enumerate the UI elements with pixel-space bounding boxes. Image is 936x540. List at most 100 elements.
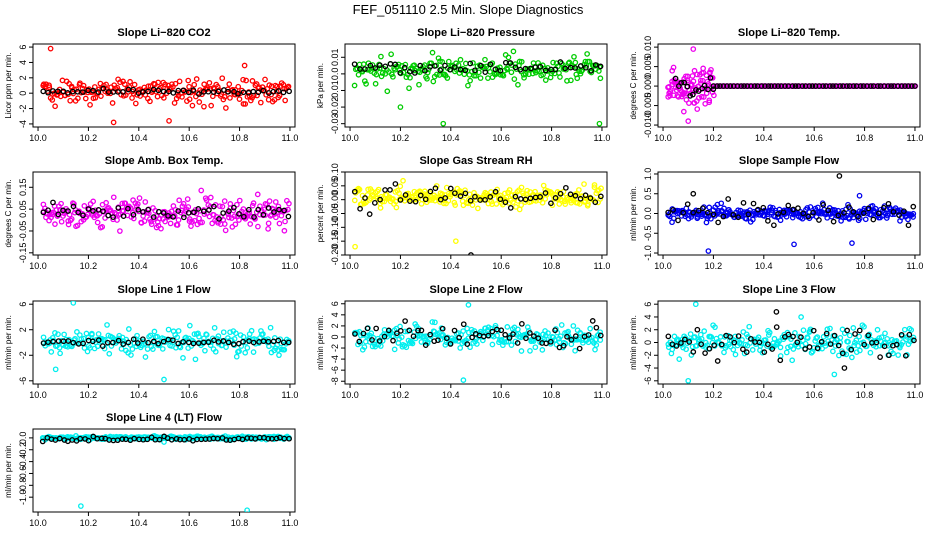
data-point [682,336,688,343]
x-tick-label: 10.8 [543,390,561,400]
data-point [542,190,549,196]
y-tick-label: 6 [330,301,340,306]
data-point [537,194,543,200]
data-point [698,93,705,100]
data-point [910,334,917,341]
data-point [422,196,429,203]
data-point [401,64,408,71]
outlier-point [241,62,248,69]
data-point [597,193,604,200]
outlier-point [831,371,838,378]
data-points [352,302,604,383]
data-point [206,79,213,86]
data-point [377,205,384,211]
data-point [832,343,839,349]
data-point [775,211,781,217]
data-point [369,337,375,343]
data-point [770,222,777,229]
x-tick-label: 10.8 [856,133,874,143]
data-point [135,206,142,213]
data-point [846,332,853,339]
data-point [585,201,591,208]
data-point [689,73,696,79]
data-point [814,334,821,340]
data-point [184,196,191,202]
x-tick-label: 10.0 [654,261,672,271]
data-point [409,340,416,347]
data-point [487,194,494,200]
data-point [542,67,549,74]
data-point [360,330,367,337]
data-point [351,188,358,195]
outlier-point [692,301,699,308]
data-point [406,327,413,334]
panel-title: Slope Line 2 Flow [430,284,523,296]
data-point [820,83,826,89]
data-point [378,53,384,60]
x-tick-label: 10.6 [492,133,510,143]
data-point [818,338,825,345]
data-point [489,341,496,348]
data-point [690,209,697,216]
data-point [684,201,691,208]
data-point [89,338,96,345]
data-point [789,214,796,221]
data-point [100,208,106,215]
data-point [539,347,546,353]
x-tick-label: 10.0 [341,261,359,271]
data-point [751,83,758,89]
outlier-point [690,46,697,52]
data-point [203,197,210,203]
data-point [693,87,699,93]
y-tick-label: -0.03 [330,113,340,134]
x-tick-label: 10.6 [180,390,198,400]
data-point [743,215,750,222]
data-point [532,344,539,351]
data-point [281,207,287,214]
data-point [267,324,274,331]
data-point [243,77,249,84]
data-point [857,347,863,354]
y-tick-label: -0.15 [18,243,28,264]
data-point [831,332,838,339]
data-point [749,347,756,353]
data-point [582,192,589,199]
y-axis-label: ml/min per min. [4,315,13,370]
data-point [699,205,706,212]
panel-4: Slope Amb. Box Temp. 10.0 10.2 10.4 10.6 10.8… [4,155,298,271]
data-point [708,66,714,73]
data-point [162,218,168,225]
data-point [548,200,554,207]
data-point [557,333,564,340]
data-point [265,220,272,227]
data-point [748,83,754,89]
data-point [550,59,556,66]
data-point [735,207,741,214]
data-point [468,68,475,75]
data-point [735,333,742,339]
x-tick-label: 10.2 [705,133,723,143]
y-tick-label: 4 [643,314,653,319]
outlier-point [52,366,59,373]
data-point [857,83,864,89]
data-point [552,66,559,73]
x-tick-label: 10.4 [130,133,148,143]
data-point [706,97,713,104]
data-point [881,343,888,350]
data-point [95,337,102,343]
data-point [895,83,901,89]
data-point [751,336,757,343]
data-point [134,332,140,339]
data-point [181,436,188,443]
data-point [368,330,375,337]
y-tick-label: -0.01 [330,80,340,101]
data-point [683,346,689,353]
data-point [678,340,684,346]
data-point [140,89,146,95]
x-tick-label: 10.6 [492,390,510,400]
data-point [597,329,604,336]
data-point [179,93,185,100]
outlier-point [166,118,172,124]
data-point [460,328,467,334]
data-point [734,83,741,89]
